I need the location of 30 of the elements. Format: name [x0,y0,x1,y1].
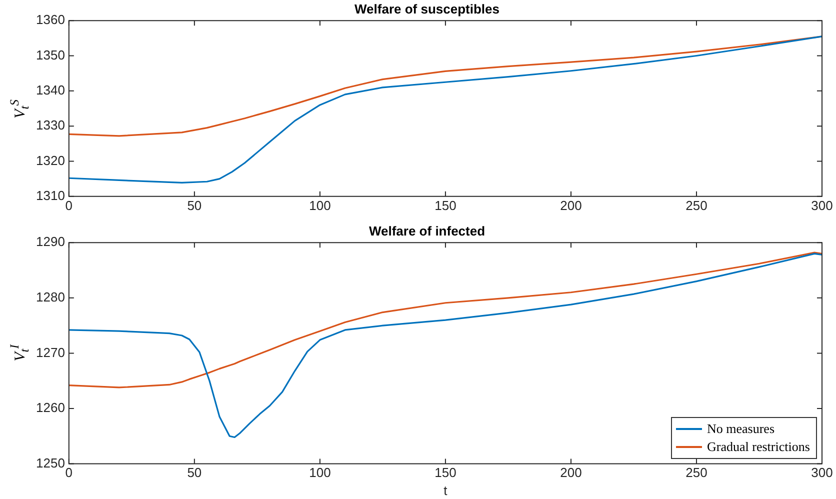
y-tick-label: 1330 [36,118,65,133]
x-tick-label: 300 [811,465,833,480]
legend-label: Gradual restrictions [707,438,810,455]
chart-title: Welfare of infected [368,223,486,238]
x-tick-label: 0 [65,198,73,213]
x-tick-label: 100 [309,465,331,480]
x-tick-label: 150 [434,465,456,480]
x-tick-label: 200 [560,465,582,480]
x-tick-label: 50 [187,198,202,213]
chart-title: Welfare of susceptibles [354,1,500,16]
x-tick-label: 250 [686,198,708,213]
x-axis-title: t [444,482,448,498]
x-tick-label: 50 [187,465,202,480]
y-tick-label: 1360 [36,12,65,28]
x-tick-label: 100 [309,198,331,213]
y-tick-label: 1270 [36,344,65,360]
x-tick-label: 150 [434,198,456,213]
y-tick-label: 1250 [36,455,65,470]
y-tick-label: 1290 [36,234,65,250]
y-tick-label: 1280 [36,289,65,304]
x-tick-label: 200 [560,198,582,213]
y-tick-label: 1340 [36,82,65,98]
y-tick-label: 1350 [36,47,65,62]
x-tick-label: 0 [65,465,73,480]
x-tick-label: 300 [811,198,833,213]
y-tick-label: 1310 [36,188,65,203]
x-tick-label: 250 [686,465,708,480]
legend-label: No measures [707,420,775,437]
y-tick-label: 1260 [36,400,65,416]
y-tick-label: 1320 [36,152,65,168]
